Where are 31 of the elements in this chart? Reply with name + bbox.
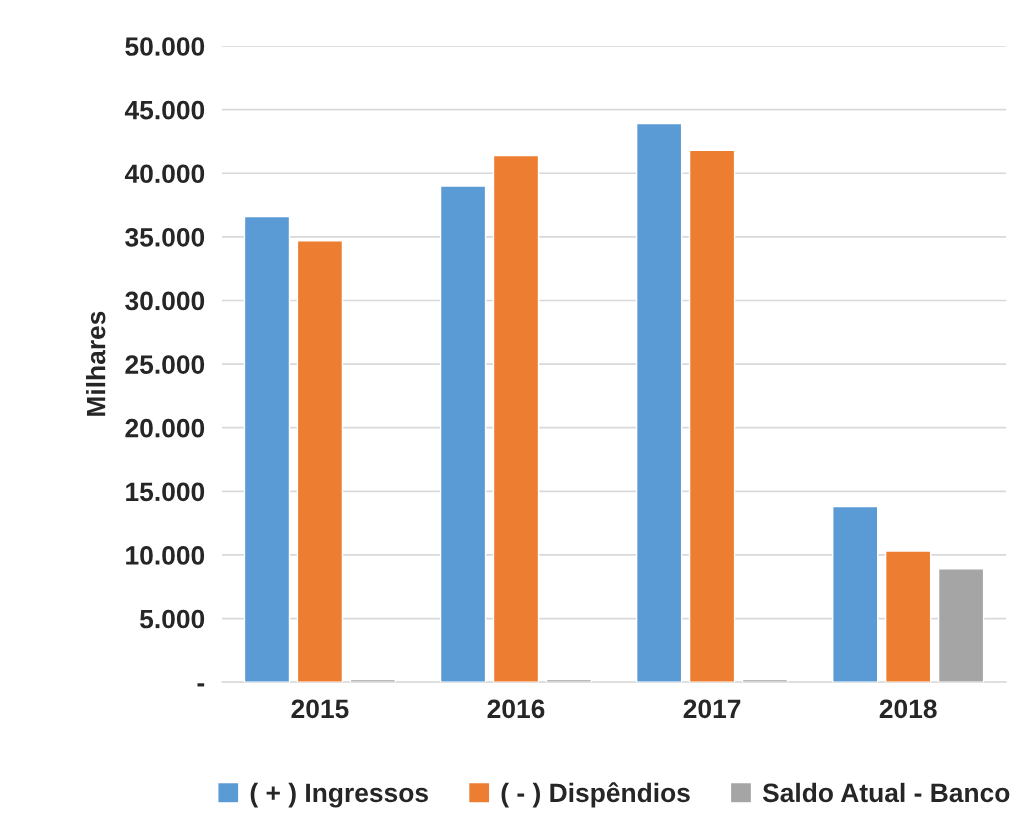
bar [832, 505, 879, 683]
y-tick-label: 20.000 [125, 418, 205, 438]
bar [937, 568, 985, 683]
legend-label: Saldo Atual - Banco [762, 782, 1010, 803]
x-tick-label: 2016 [487, 699, 545, 719]
x-tick-label: 2015 [291, 699, 349, 719]
legend-label: ( + ) Ingressos [250, 782, 428, 808]
bar [439, 185, 487, 683]
x-tick-label: 2018 [879, 699, 937, 719]
y-tick-label: 45.000 [124, 100, 205, 120]
bar [296, 239, 344, 683]
y-tick-label: 40.000 [124, 164, 205, 184]
bar [741, 678, 789, 683]
y-tick-label: 15.000 [126, 482, 205, 502]
bar [635, 122, 683, 683]
y-tick-label: 5.000 [140, 609, 205, 629]
bar [545, 678, 593, 683]
y-tick-label: 35.000 [125, 228, 205, 247]
x-tick-label: 2017 [683, 699, 741, 719]
legend-label: ( - ) Dispêndios [501, 782, 690, 808]
y-tick-label: 50.000 [125, 37, 205, 56]
y-axis-title: Milhares [86, 311, 106, 416]
y-tick-label: - [197, 683, 205, 687]
bar [688, 149, 736, 683]
y-tick-label: 10.000 [126, 546, 205, 565]
bar [492, 154, 540, 683]
y-tick-label: 30.000 [125, 291, 205, 311]
bar [884, 550, 932, 683]
bar [243, 215, 291, 683]
bar [349, 678, 397, 683]
y-tick-label: 25.000 [125, 355, 205, 374]
